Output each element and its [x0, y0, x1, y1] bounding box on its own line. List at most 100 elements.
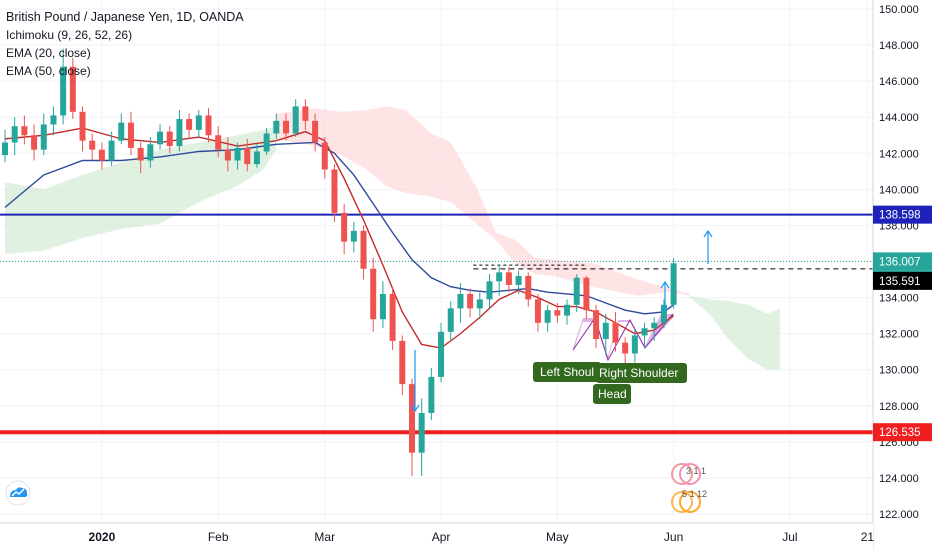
- candle-up: [108, 140, 115, 161]
- candle-down: [534, 299, 541, 323]
- event-badge-1b[interactable]: [679, 463, 701, 485]
- price-tick-label: 146.000: [879, 76, 919, 88]
- time-axis[interactable]: 2020 Feb Mar Apr May Jun Jul 21: [0, 522, 874, 550]
- left-shoulder-label: Left Shoul: [540, 365, 594, 379]
- price-tag-bg: [873, 423, 932, 442]
- up-arrow-icon: [660, 280, 670, 312]
- target-arrow-icon: [703, 229, 713, 264]
- tradingview-logo[interactable]: [5, 480, 31, 506]
- candle-up: [660, 304, 667, 323]
- candle-up: [438, 331, 445, 377]
- event-badges[interactable]: 3 1 1 5 1 12: [671, 463, 707, 513]
- cloud-bullish: [5, 126, 277, 255]
- indicator-ichimoku[interactable]: Ichimoku (9, 26, 52, 26): [6, 28, 133, 42]
- price-tick-label: 150.000: [879, 4, 919, 16]
- candle-up: [641, 328, 648, 336]
- head-label: Head: [598, 387, 627, 401]
- candle-up: [2, 142, 8, 156]
- candle-down: [399, 340, 406, 385]
- ema-lines: [4, 127, 675, 349]
- candle-up: [544, 310, 551, 323]
- price-tick-label: 134.000: [879, 293, 919, 305]
- candle-down: [69, 66, 76, 112]
- candle-down: [215, 135, 222, 150]
- candle-up: [515, 275, 522, 285]
- indicator-ema20[interactable]: EMA (20, close): [6, 46, 91, 60]
- price-tick-label: 140.000: [879, 184, 919, 196]
- candle-up: [457, 293, 464, 309]
- price-tag-label: 135.591: [879, 276, 921, 288]
- candle-up: [273, 120, 280, 134]
- price-tick-label: 128.000: [879, 401, 919, 413]
- pattern-outline: [572, 313, 674, 362]
- time-tick-label: Jun: [664, 530, 683, 544]
- logo-chart-icon: [11, 488, 25, 497]
- candle-down: [98, 149, 105, 161]
- candle-down: [79, 111, 86, 141]
- event-badge-1[interactable]: [671, 463, 693, 485]
- time-tick-label: May: [546, 530, 569, 544]
- candle-up: [350, 230, 357, 242]
- time-tick-label: Mar: [314, 530, 335, 544]
- candle-up: [60, 66, 67, 116]
- candle-up: [486, 281, 493, 300]
- candle-up: [651, 322, 658, 329]
- candle-down: [554, 310, 561, 316]
- candle-down: [302, 106, 309, 121]
- left-shoulder-label-bg: [533, 362, 601, 382]
- candle-down: [166, 131, 173, 147]
- cloud-bullish-future: [689, 295, 781, 370]
- candle-down: [186, 119, 193, 130]
- price-tag-label: 126.535: [879, 427, 921, 439]
- candle-down: [525, 275, 532, 300]
- ema50-line: [4, 141, 675, 315]
- candle-down: [389, 293, 396, 341]
- candle-down: [312, 120, 319, 143]
- candle-down: [583, 277, 590, 311]
- price-tick-label: 148.000: [879, 40, 919, 52]
- event-badge-2b[interactable]: [679, 491, 701, 513]
- candle-down: [127, 122, 134, 148]
- candle-down: [31, 135, 38, 150]
- event-badge-2-text: 5 1 12: [682, 489, 707, 499]
- candle-up: [418, 412, 425, 453]
- price-tag-bg: [873, 205, 932, 224]
- right-shoulder-label-bg: [596, 363, 687, 383]
- candle-up: [40, 124, 47, 150]
- price-tick-label: 122.000: [879, 509, 919, 521]
- head-label-bg: [593, 384, 631, 404]
- time-axis-bg[interactable]: [0, 523, 873, 550]
- time-tick-label: Apr: [432, 530, 451, 544]
- time-tick-label: Jul: [782, 530, 797, 544]
- price-tick-label: 144.000: [879, 112, 919, 124]
- candle-up: [292, 106, 299, 134]
- price-tag-bg: [873, 271, 932, 290]
- cloud-bearish: [276, 106, 690, 296]
- arrows: [410, 229, 713, 413]
- candle-up: [602, 322, 609, 340]
- price-tag-bg: [873, 252, 932, 271]
- price-tick-label: 130.000: [879, 365, 919, 377]
- candlesticks: [2, 48, 677, 477]
- candle-down: [89, 140, 96, 150]
- candle-down: [341, 212, 348, 242]
- candle-down: [612, 322, 619, 343]
- candle-down: [360, 230, 367, 269]
- price-tag-label: 136.007: [879, 256, 921, 268]
- event-badge-2[interactable]: [671, 491, 693, 513]
- candle-down: [467, 293, 474, 309]
- candle-up: [631, 335, 638, 354]
- candle-down: [244, 147, 251, 165]
- candle-down: [370, 268, 377, 320]
- symbol-title[interactable]: British Pound / Japanese Yen, 1D, OANDA: [6, 10, 244, 24]
- indicator-ema50[interactable]: EMA (50, close): [6, 64, 91, 78]
- candle-up: [157, 131, 164, 145]
- candle-down: [505, 272, 512, 285]
- candle-up: [176, 119, 183, 147]
- candle-up: [428, 376, 435, 413]
- ichimoku-cloud: [5, 106, 781, 370]
- candle-up: [11, 126, 18, 143]
- time-tick-label: 2020: [89, 530, 116, 544]
